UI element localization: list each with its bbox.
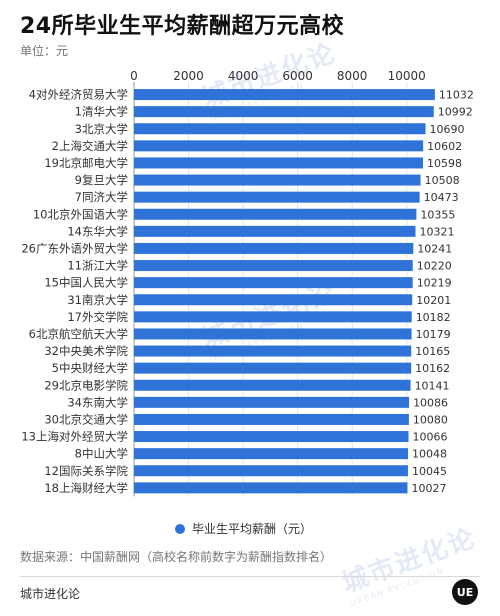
category-label: 29北京电影学院 <box>44 378 128 392</box>
bar <box>134 448 409 460</box>
legend-marker <box>175 524 185 534</box>
x-tick-label: 8000 <box>337 69 368 83</box>
bar <box>134 191 420 203</box>
data-label: 10690 <box>430 123 465 136</box>
category-label: 8中山大学 <box>75 447 128 461</box>
data-label: 10473 <box>424 191 459 204</box>
bar <box>134 123 426 135</box>
x-tick-label: 10000 <box>388 69 426 83</box>
data-label: 10241 <box>417 242 452 255</box>
data-label: 10066 <box>413 431 448 444</box>
data-label: 10080 <box>413 413 448 426</box>
legend-label: 毕业生平均薪酬（元） <box>192 522 312 536</box>
data-label: 10165 <box>415 345 450 358</box>
bar <box>134 277 413 289</box>
bar <box>134 379 411 391</box>
bar <box>134 106 434 118</box>
footer-divider <box>20 576 480 577</box>
bar <box>134 465 408 477</box>
category-label: 14东华大学 <box>67 224 128 238</box>
bar <box>134 413 409 425</box>
data-label: 10086 <box>413 396 448 409</box>
data-label: 10598 <box>427 157 462 170</box>
source-note: 数据来源：中国薪酬网（高校名称前数字为薪酬指数排名） <box>20 550 333 564</box>
x-tick-label: 4000 <box>228 69 259 83</box>
data-label: 10201 <box>416 294 451 307</box>
x-tick-label: 0 <box>130 69 138 83</box>
category-label: 9复旦大学 <box>75 173 128 187</box>
data-label: 10179 <box>416 328 451 341</box>
category-label: 7同济大学 <box>75 190 128 204</box>
bar <box>134 208 417 220</box>
data-label: 10602 <box>427 140 462 153</box>
category-label: 30北京交通大学 <box>44 412 128 426</box>
bar <box>134 260 413 272</box>
data-label: 10162 <box>415 362 450 375</box>
category-label: 34东南大学 <box>67 395 128 409</box>
category-label: 32中央美术学院 <box>44 344 128 358</box>
bar <box>134 431 409 443</box>
data-label: 11032 <box>439 89 474 102</box>
bar <box>134 174 421 186</box>
bar <box>134 157 424 169</box>
data-label: 10219 <box>417 277 452 290</box>
x-tick-label: 2000 <box>173 69 204 83</box>
category-label: 3北京大学 <box>75 122 128 136</box>
category-label: 31南京大学 <box>67 293 128 307</box>
brand-logo-icon: UE <box>452 579 478 605</box>
category-label: 26广东外语外贸大学 <box>21 241 128 255</box>
bar <box>134 362 412 374</box>
category-label: 18上海财经大学 <box>44 481 128 495</box>
bar <box>134 294 413 306</box>
unit-label: 单位：元 <box>20 44 69 58</box>
bar <box>134 396 410 408</box>
category-label: 10北京外国语大学 <box>33 207 128 221</box>
x-tick-label: 6000 <box>282 69 313 83</box>
data-label: 10027 <box>411 482 446 495</box>
category-label: 1清华大学 <box>75 105 128 119</box>
bar <box>134 89 435 101</box>
bar <box>134 482 408 494</box>
category-label: 4对外经济贸易大学 <box>29 88 128 102</box>
bar <box>134 140 424 152</box>
category-label: 2上海交通大学 <box>52 139 128 153</box>
data-label: 10220 <box>417 260 452 273</box>
data-label: 10182 <box>416 311 451 324</box>
category-label: 19北京邮电大学 <box>44 156 128 170</box>
data-label: 10321 <box>419 225 454 238</box>
bar <box>134 225 416 237</box>
data-label: 10508 <box>425 174 460 187</box>
category-label: 5中央财经大学 <box>52 361 128 375</box>
bar <box>134 242 414 254</box>
bar <box>134 345 412 357</box>
bar <box>134 311 412 323</box>
data-label: 10048 <box>412 448 447 461</box>
category-label: 6北京航空航天大学 <box>29 327 128 341</box>
category-label: 15中国人民大学 <box>44 276 128 290</box>
category-label: 11浙江大学 <box>67 259 128 273</box>
category-label: 12国际关系学院 <box>44 464 128 478</box>
category-label: 17外交学院 <box>67 310 128 324</box>
bar <box>134 328 412 340</box>
category-label: 13上海对外经贸大学 <box>21 430 128 444</box>
data-label: 10355 <box>420 208 455 221</box>
page-title: 24所毕业生平均薪酬超万元高校 <box>20 14 345 39</box>
data-label: 10141 <box>415 379 450 392</box>
brand-name: 城市进化论 <box>20 587 81 601</box>
data-label: 10992 <box>438 106 473 119</box>
data-label: 10045 <box>412 465 447 478</box>
